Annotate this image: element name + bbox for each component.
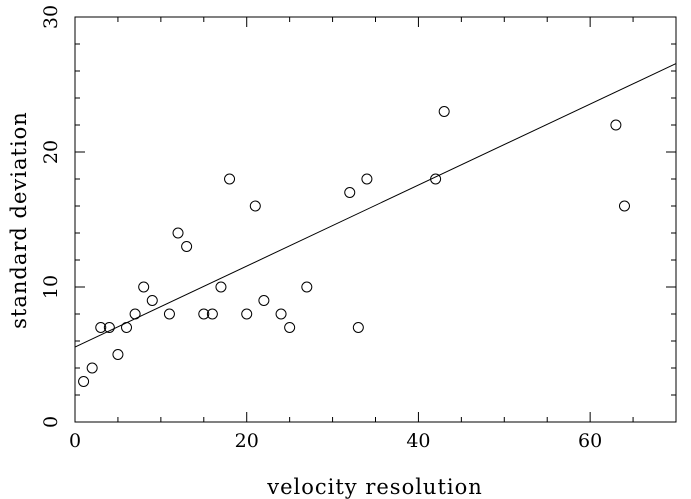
data-point <box>301 281 313 293</box>
data-point <box>215 281 227 293</box>
x-axis-ticks: 0 20 40 60 <box>69 17 677 452</box>
data-point <box>241 308 253 320</box>
data-point <box>438 106 450 117</box>
regression-line <box>74 63 677 348</box>
data-point <box>78 376 90 387</box>
x-axis-label: velocity resolution <box>266 475 483 499</box>
data-point <box>181 241 193 252</box>
y-axis-ticks: 0 10 20 30 <box>40 5 676 428</box>
y-tick-label: 10 <box>40 275 62 299</box>
x-tick-label: 60 <box>578 430 602 452</box>
data-point <box>275 308 287 320</box>
data-point <box>610 119 622 131</box>
data-point <box>121 322 133 333</box>
data-point <box>172 227 184 239</box>
data-point <box>352 322 364 333</box>
data-point <box>361 173 373 185</box>
data-point <box>430 173 442 185</box>
data-points-layer <box>78 106 630 387</box>
data-point <box>103 322 115 333</box>
y-tick-label: 30 <box>40 5 62 29</box>
data-point <box>112 349 124 360</box>
data-point <box>258 295 270 306</box>
y-tick-label: 0 <box>40 416 62 428</box>
data-point <box>138 281 150 293</box>
y-tick-label: 20 <box>40 140 62 164</box>
regression-line-layer <box>74 63 677 348</box>
x-tick-label: 40 <box>406 430 430 452</box>
data-point <box>344 187 356 198</box>
data-point <box>198 308 210 320</box>
plot-border <box>74 16 677 423</box>
data-point <box>129 308 141 320</box>
data-point <box>224 173 236 185</box>
x-tick-label: 0 <box>69 430 81 452</box>
data-point <box>146 295 158 306</box>
data-point <box>618 200 630 212</box>
data-point <box>206 308 218 320</box>
x-tick-label: 20 <box>235 430 259 452</box>
y-axis-label: standard deviation <box>7 111 31 329</box>
data-point <box>163 308 175 320</box>
data-point <box>284 322 296 333</box>
plot-frame <box>74 16 677 423</box>
data-point <box>95 322 107 333</box>
data-point <box>86 362 98 374</box>
data-point <box>249 200 261 212</box>
